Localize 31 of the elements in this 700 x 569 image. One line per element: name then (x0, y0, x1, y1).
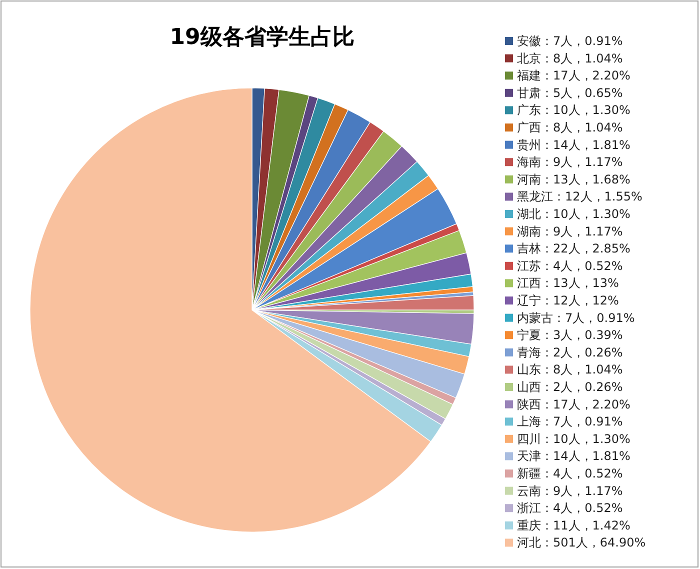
legend-label: 福建：17人，2.20% (517, 68, 630, 83)
legend-label: 河北：501人，64.90% (517, 536, 646, 550)
legend-label: 内蒙古：7人，0.91% (517, 310, 635, 325)
legend-label: 山西：2人，0.26% (517, 380, 623, 394)
legend-label: 青海：2人，0.26% (517, 345, 623, 360)
legend-label: 四川：10人，1.30% (517, 432, 630, 446)
legend-label: 浙江：4人，0.52% (517, 501, 623, 516)
legend-label: 上海：7人，0.91% (517, 414, 623, 429)
legend-label: 山东：8人，1.04% (517, 362, 623, 377)
legend-label: 辽宁：12人，12% (517, 294, 619, 308)
legend-label: 陕西：17人，2.20% (517, 397, 630, 412)
legend-label: 新疆：4人，0.52% (517, 466, 623, 480)
legend-label: 天津：14人，1.81% (517, 449, 630, 464)
legend-label: 贵州：14人，1.81% (517, 138, 630, 152)
legend-label: 北京：8人，1.04% (517, 51, 623, 66)
chart-title: 19级各省学生占比 (170, 25, 354, 50)
legend-label: 云南：9人，1.17% (517, 484, 623, 498)
legend-label: 甘肃：5人，0.65% (517, 86, 623, 100)
legend-label: 江西：13人，13% (517, 276, 619, 290)
legend-label: 黑龙江：12人，1.55% (517, 190, 642, 204)
legend-label: 海南：9人，1.17% (517, 155, 623, 170)
legend-label: 广西：8人，1.04% (517, 120, 623, 134)
legend-label: 安徽：7人，0.91% (517, 34, 623, 48)
legend-label: 江苏：4人，0.52% (517, 258, 623, 273)
legend-label: 吉林：22人，2.85% (517, 242, 630, 256)
legend-label: 湖北：10人，1.30% (517, 207, 630, 221)
legend-label: 河南：13人，1.68% (517, 172, 630, 186)
legend-label: 湖南：9人，1.17% (517, 224, 623, 238)
legend-label: 宁夏：3人，0.39% (517, 328, 623, 342)
legend-label: 重庆：11人，1.42% (517, 518, 630, 532)
legend-label: 广东：10人，1.30% (517, 103, 630, 118)
